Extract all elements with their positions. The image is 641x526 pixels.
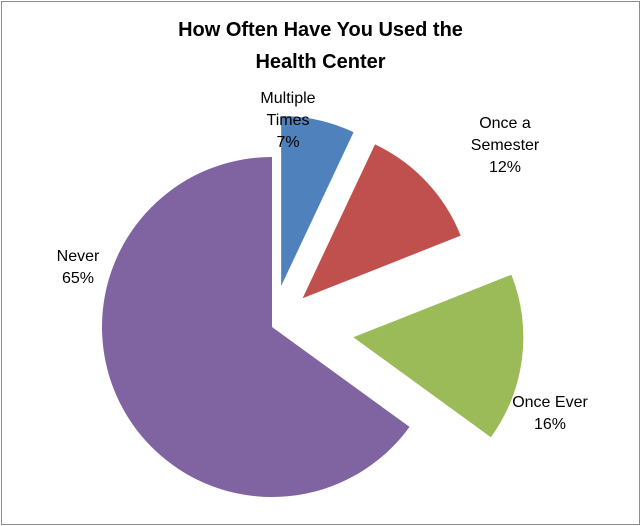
slice-label-once-ever: Once Ever 16% <box>500 392 600 436</box>
slice-label-once-a-semester: Once a Semester 12% <box>450 113 560 179</box>
chart-title-line-2: Health Center <box>255 51 386 73</box>
slice-label-multiple-times-line-1: Multiple <box>260 90 316 107</box>
slice-label-multiple-times-line-2: Times <box>266 112 310 129</box>
slice-label-multiple-times: Multiple Times 7% <box>238 88 338 154</box>
pie-slice-once-a-semester <box>302 144 461 299</box>
slice-label-once-a-semester-line-2: Semester <box>470 137 540 154</box>
slice-value-once-ever: 16% <box>533 416 567 433</box>
slice-label-never: Never 65% <box>38 246 118 290</box>
slice-label-once-ever-line-1: Once Ever <box>512 394 588 411</box>
slice-label-never-line-1: Never <box>56 248 100 265</box>
pie-slice-multiple-times <box>281 116 354 287</box>
pie-slice-once-ever <box>353 274 524 438</box>
chart-title-line-1: How Often Have You Used the <box>178 19 463 41</box>
slice-value-once-a-semester: 12% <box>488 159 522 176</box>
pie-slice-never <box>101 157 410 497</box>
slice-label-once-a-semester-line-1: Once a <box>479 115 531 132</box>
slice-value-never: 65% <box>61 270 95 287</box>
slice-value-multiple-times: 7% <box>276 134 300 151</box>
